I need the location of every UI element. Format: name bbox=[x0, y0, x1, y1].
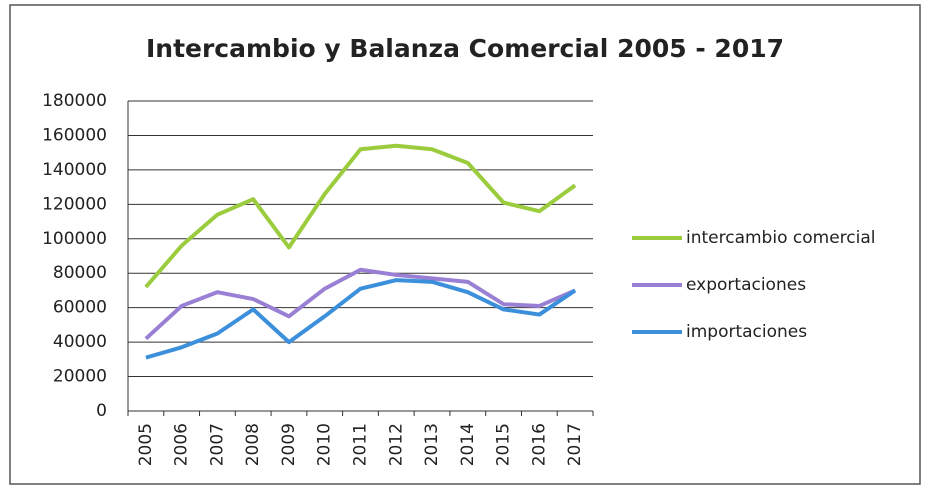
series-line bbox=[145, 278, 577, 360]
x-tick-label: 2007 bbox=[207, 423, 227, 466]
chart-frame bbox=[9, 4, 921, 485]
x-tick-label: 2005 bbox=[136, 423, 156, 466]
series-line bbox=[144, 267, 576, 341]
x-tick-label: 2014 bbox=[458, 423, 478, 466]
x-tick-label: 2016 bbox=[529, 423, 549, 466]
y-tick-label: 60000 bbox=[53, 298, 107, 318]
x-tick-label: 2006 bbox=[172, 423, 192, 466]
y-tick-label: 40000 bbox=[53, 332, 107, 352]
y-tick-label: 0 bbox=[96, 401, 107, 421]
y-tick-label: 20000 bbox=[53, 367, 107, 387]
x-tick-label: 2011 bbox=[351, 423, 371, 466]
x-tick-label: 2012 bbox=[386, 423, 406, 466]
y-tick-label: 120000 bbox=[42, 194, 107, 214]
chart-title: Intercambio y Balanza Comercial 2005 - 2… bbox=[146, 34, 784, 63]
legend-label: intercambio comercial bbox=[686, 228, 875, 248]
legend-label: exportaciones bbox=[686, 275, 806, 295]
y-tick-label: 160000 bbox=[42, 125, 107, 145]
legend-label: importaciones bbox=[686, 322, 807, 342]
series-line bbox=[144, 143, 577, 289]
y-tick-label: 100000 bbox=[42, 229, 107, 249]
x-tick-label: 2010 bbox=[315, 423, 335, 466]
y-tick-label: 180000 bbox=[42, 91, 107, 111]
y-tick-label: 80000 bbox=[53, 263, 107, 283]
x-tick-label: 2008 bbox=[243, 423, 263, 466]
x-tick-label: 2015 bbox=[494, 423, 514, 466]
x-tick-label: 2013 bbox=[422, 423, 442, 466]
x-tick-label: 2017 bbox=[565, 423, 585, 466]
x-tick-label: 2009 bbox=[279, 423, 299, 466]
y-tick-label: 140000 bbox=[42, 160, 107, 180]
